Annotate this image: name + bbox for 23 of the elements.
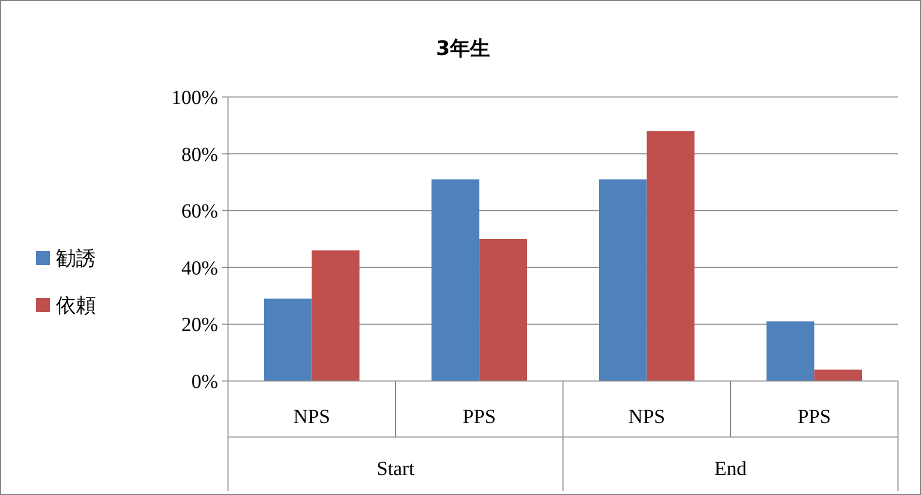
y-tick-label: 80% xyxy=(181,144,218,166)
bar xyxy=(766,321,814,381)
bar xyxy=(814,370,862,381)
bar xyxy=(312,250,360,381)
y-tick-label: 60% xyxy=(181,200,218,223)
x-tick-label: PPS xyxy=(462,406,496,428)
y-tick-label: 20% xyxy=(181,314,218,336)
y-tick-label: 0% xyxy=(191,371,218,393)
text: End xyxy=(714,458,747,480)
x-tick-label: PPS xyxy=(798,406,831,428)
text: Start xyxy=(376,458,415,480)
chart-title: 3年生 xyxy=(436,36,490,60)
bar xyxy=(479,239,527,381)
y-tick-label: 40% xyxy=(181,257,218,280)
bar xyxy=(599,179,647,381)
bar xyxy=(264,298,312,381)
x-tick-label: NPS xyxy=(628,406,666,428)
legend-label: 勧誘 xyxy=(56,246,96,270)
y-tick-label: 100% xyxy=(171,87,218,109)
legend-label: 依頼 xyxy=(56,293,96,317)
bar xyxy=(432,179,480,381)
x-tick-label: NPS xyxy=(293,406,330,428)
bar xyxy=(646,131,694,381)
